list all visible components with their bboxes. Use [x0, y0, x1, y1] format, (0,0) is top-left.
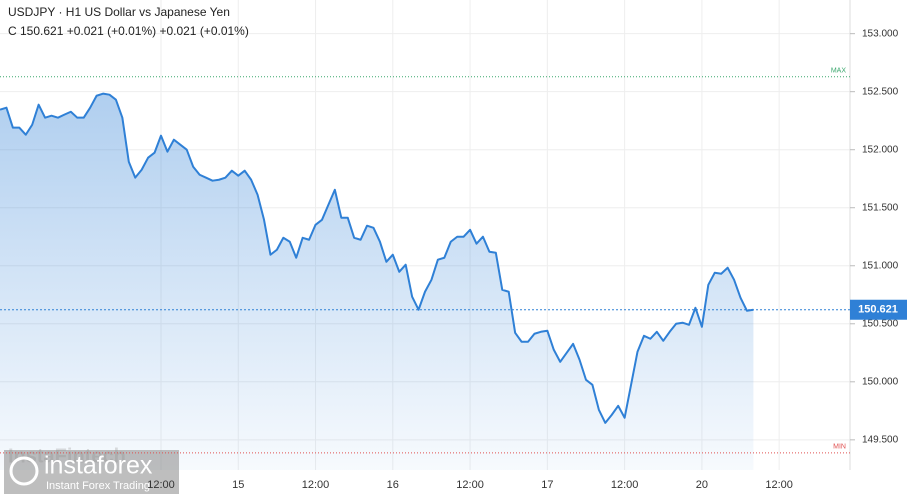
watermark-brand: instaforex	[44, 452, 153, 480]
area	[0, 93, 754, 470]
last-price-label: 150.621	[858, 304, 898, 316]
x-tick-label: 12:00	[302, 479, 330, 491]
chart-title: USDJPY · H1 US Dollar vs Japanese Yen	[8, 5, 230, 19]
x-tick-label: 15	[232, 479, 244, 491]
watermark-logo	[9, 456, 39, 486]
y-tick-label: 152.500	[862, 86, 899, 97]
y-tick-label: 151.000	[862, 260, 899, 271]
x-tick-label: 12:00	[147, 479, 175, 491]
x-tick-label: 17	[541, 479, 553, 491]
chart-subtitle: C 150.621 +0.021 (+0.01%) +0.021 (+0.01%…	[8, 24, 249, 38]
max-label: MAX	[831, 68, 847, 75]
y-tick-label: 153.000	[862, 28, 899, 39]
x-tick-label: 16	[387, 479, 399, 491]
x-tick-label: 12:00	[456, 479, 484, 491]
min-label: MIN	[833, 444, 846, 451]
y-tick-label: 149.500	[862, 434, 899, 445]
x-tick-label: 12:00	[611, 479, 639, 491]
watermark: InstaFintech instaforex Instant Forex Tr…	[4, 445, 179, 494]
last-price-box	[850, 299, 907, 320]
y-tick-label: 151.500	[862, 202, 899, 213]
watermark-bg	[4, 450, 179, 494]
x-tick-label: 20	[696, 479, 708, 491]
x-tick-label: 12:00	[765, 479, 793, 491]
y-tick-label: 150.500	[862, 318, 899, 329]
y-tick-label: 150.000	[862, 376, 899, 387]
line	[0, 92, 754, 424]
watermark-tagline: Instant Forex Trading	[46, 480, 150, 492]
y-tick-label: 152.000	[862, 144, 899, 155]
